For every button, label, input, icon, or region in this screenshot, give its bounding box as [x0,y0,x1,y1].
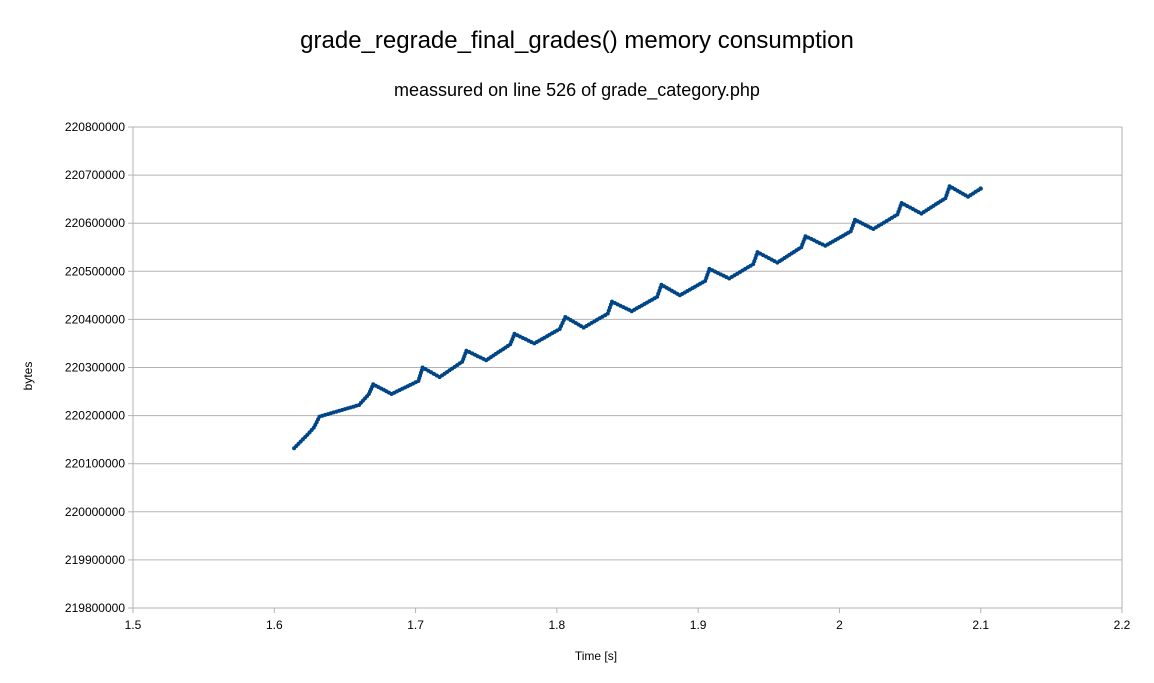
axis-ticks [128,126,1123,613]
y-tick-label: 220400000 [65,312,125,326]
y-tick-label: 220000000 [65,505,125,519]
data-point [703,278,708,283]
x-tick-label: 2.1 [972,618,989,632]
data-point [656,291,661,296]
data-point [751,262,756,267]
y-tick-label: 220600000 [65,216,125,230]
data-point [754,253,759,258]
series-memory-usage [292,184,983,451]
y-tick-label: 220500000 [65,264,125,278]
data-point [608,302,613,307]
y-tick-label: 219900000 [65,553,125,567]
y-tick-label: 220200000 [65,409,125,423]
x-axis-tick-labels: 1.5 1.6 1.7 1.8 1.9 2 2.1 2.2 [125,618,1131,632]
data-point [557,327,562,331]
x-tick-label: 1.5 [125,618,142,632]
y-tick-label: 220800000 [65,120,125,134]
data-point [752,259,757,264]
x-tick-label: 1.6 [266,618,283,632]
data-point [560,321,565,325]
data-point [658,285,663,290]
data-point [945,190,950,195]
y-tick-label: 220100000 [65,457,125,471]
data-point [559,324,564,328]
data-point [943,196,948,201]
y-axis-tick-labels: 219800000 219900000 220000000 220100000 2202… [65,120,125,615]
y-tick-label: 220700000 [65,168,125,182]
chart-title: grade_regrade_final_grades() memory cons… [300,27,854,54]
data-point [705,272,710,277]
data-point [607,305,612,310]
y-tick-label: 220300000 [65,361,125,375]
chart-subtitle: meassured on line 526 of grade_category.… [394,80,760,101]
gridlines [133,126,1122,609]
y-tick-label: 219800000 [65,601,125,615]
x-tick-label: 1.8 [549,618,566,632]
x-tick-label: 2.2 [1114,618,1131,632]
x-axis-title: Time [s] [575,649,617,663]
y-axis-title: bytes [21,362,35,391]
data-point [978,186,983,191]
data-point [561,318,566,322]
x-tick-label: 1.7 [407,618,424,632]
x-tick-label: 2 [836,618,843,632]
x-tick-label: 1.9 [690,618,707,632]
data-point [605,311,610,316]
